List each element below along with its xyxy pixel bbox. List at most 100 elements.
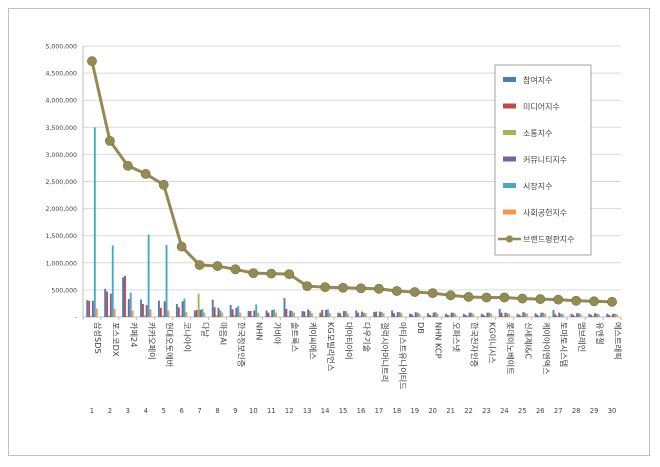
bar [109,293,112,317]
legend-swatch [503,209,516,215]
line-point [122,160,133,171]
bar [265,310,268,317]
line-point [427,288,438,299]
bar [613,313,616,317]
line-point [553,294,564,305]
bar [145,305,148,317]
bar [434,312,437,317]
bar [610,315,613,317]
rank-label: 23 [482,407,491,415]
category-label: 갤럭시아머니트리 [380,322,390,382]
bar [359,315,361,317]
legend-label: 사회공헌지수 [523,209,567,218]
bar [325,309,327,317]
rank-label: 17 [375,407,384,415]
bar [520,315,523,317]
rank-label: 14 [321,407,330,415]
bar [323,315,326,317]
bar-series [86,127,618,317]
rank-label: 29 [590,407,599,415]
rank-label: 28 [572,407,581,415]
category-label: 한국정보인증 [236,322,246,368]
rank-label: 15 [339,407,348,415]
legend-swatch-marker [505,235,514,243]
bar [271,309,274,317]
legend-swatch [503,183,516,188]
bar [251,315,254,317]
bar [131,310,134,317]
bar [444,313,447,317]
bar [127,299,130,317]
bar [398,312,401,317]
bar [615,314,618,317]
rank-label: 20 [428,407,437,415]
bar [612,313,614,317]
rank-label: 9 [233,407,237,415]
bar [542,312,545,317]
bar [498,308,501,317]
line-point [589,296,599,307]
line-point [302,281,313,292]
bar [249,311,252,317]
bar [341,315,344,317]
bar [310,313,313,317]
line-point [356,283,366,294]
bar [606,313,609,317]
bar [95,308,98,317]
bar [199,309,202,317]
category-label: 삼성SDS [93,322,103,354]
rank-label: 4 [144,407,148,415]
bar [327,309,329,317]
bar [504,312,507,317]
bar [253,310,256,317]
bar [108,315,110,317]
legend-label: 미디어지수 [523,102,560,112]
bar [450,312,453,317]
bar [273,309,276,317]
rank-label: 27 [554,407,563,415]
bar [516,313,519,317]
rank-label: 11 [267,407,276,415]
bar [275,312,277,317]
bar [518,314,521,317]
x-axis: 삼성SDS 1 포스코DX 2 카페24 3 카카오페이 4 현대오토에버 5 코나아이 6 다날 7 마음… [82,317,623,415]
rank-label: 2 [108,407,112,415]
rank-label: 1 [90,407,94,415]
bar [129,292,132,317]
rank-label: 30 [608,407,617,415]
bar [490,313,493,317]
bar [556,315,559,317]
line-point [409,287,420,297]
bar [436,313,439,317]
bar [309,311,311,317]
bar [321,309,324,317]
bar [482,314,485,317]
category-label: NHN [254,322,264,340]
line-point [517,293,528,304]
category-label: 에스트래픽 [613,322,623,360]
bar [538,315,541,317]
line-point [607,296,617,307]
category-label: 카카오페이 [147,322,157,360]
rank-label: 6 [179,407,183,415]
bar [125,315,128,317]
bar [400,313,403,317]
line-point [445,290,456,301]
legend-label: 커뮤니티지수 [523,155,567,165]
rank-label: 13 [303,407,312,415]
bar [394,315,397,317]
bar [158,300,160,317]
bar [574,315,577,317]
bar [488,312,491,317]
rank-label: 21 [446,407,455,415]
line-point [176,241,187,252]
line-point [463,292,474,302]
category-label: 카페24 [129,322,139,347]
bar [346,313,349,317]
category-label: 솔트룩스 [290,322,300,353]
bar [161,315,164,317]
bar [396,312,399,317]
bar [446,314,449,317]
line-point [499,292,510,303]
